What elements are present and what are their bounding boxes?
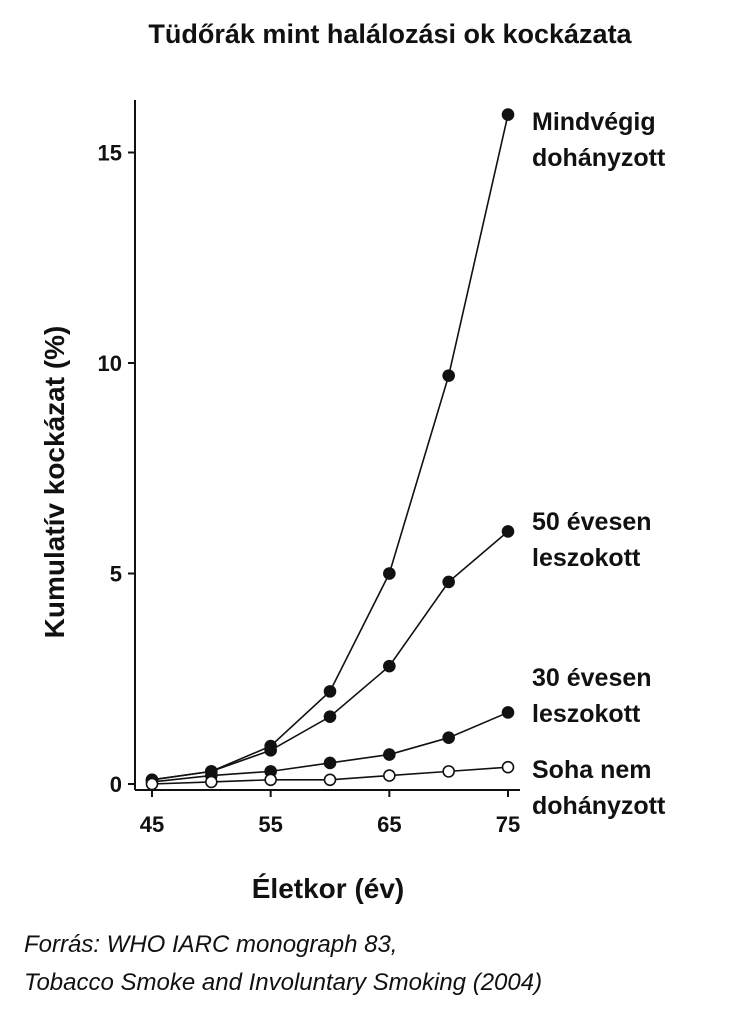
series-label: dohányzott xyxy=(532,144,666,172)
y-axis-label: Kumulatív kockázat (%) xyxy=(39,326,70,639)
source-note: Forrás: WHO IARC monograph 83, Tobacco S… xyxy=(24,926,714,1002)
data-point xyxy=(264,773,277,787)
data-point xyxy=(264,744,277,757)
y-tick-label: 0 xyxy=(110,772,122,797)
data-point xyxy=(323,710,337,723)
series-label: leszokott xyxy=(532,700,641,728)
data-point xyxy=(383,659,396,673)
data-point xyxy=(501,108,515,121)
data-point xyxy=(442,369,455,382)
data-point xyxy=(323,756,337,770)
data-point xyxy=(442,765,455,778)
x-axis-label: Életkor (év) xyxy=(252,873,405,904)
series-label: dohányzott xyxy=(532,792,666,820)
chart-title: Tüdőrák mint halálozási ok kockázata xyxy=(148,19,632,49)
data-point xyxy=(323,773,337,787)
source-line-1: Forrás: WHO IARC monograph 83, xyxy=(24,931,398,958)
series-label: 30 évesen xyxy=(532,664,652,692)
data-point xyxy=(383,567,396,580)
data-point xyxy=(501,525,515,538)
y-tick-label: 10 xyxy=(98,351,122,376)
source-line-2: Tobacco Smoke and Involuntary Smoking (2… xyxy=(24,969,543,996)
series-line xyxy=(151,530,509,781)
series-line xyxy=(151,114,509,781)
x-tick-label: 55 xyxy=(258,812,282,837)
data-point xyxy=(383,769,396,782)
data-point xyxy=(383,748,396,761)
data-point xyxy=(205,775,218,789)
series-label: Mindvégig xyxy=(532,108,656,136)
data-point xyxy=(145,777,159,791)
x-tick-label: 65 xyxy=(377,812,401,837)
x-tick-label: 45 xyxy=(140,812,164,837)
data-point xyxy=(501,760,515,774)
data-point xyxy=(501,706,515,719)
data-point xyxy=(323,685,337,698)
data-point xyxy=(442,575,455,589)
y-tick-label: 15 xyxy=(98,141,122,166)
series-label: 50 évesen xyxy=(532,508,652,536)
series-label: leszokott xyxy=(532,544,641,572)
data-point xyxy=(442,731,455,744)
x-tick-label: 75 xyxy=(496,812,520,837)
series-label: Soha nem xyxy=(532,756,651,784)
y-tick-label: 5 xyxy=(110,562,122,587)
